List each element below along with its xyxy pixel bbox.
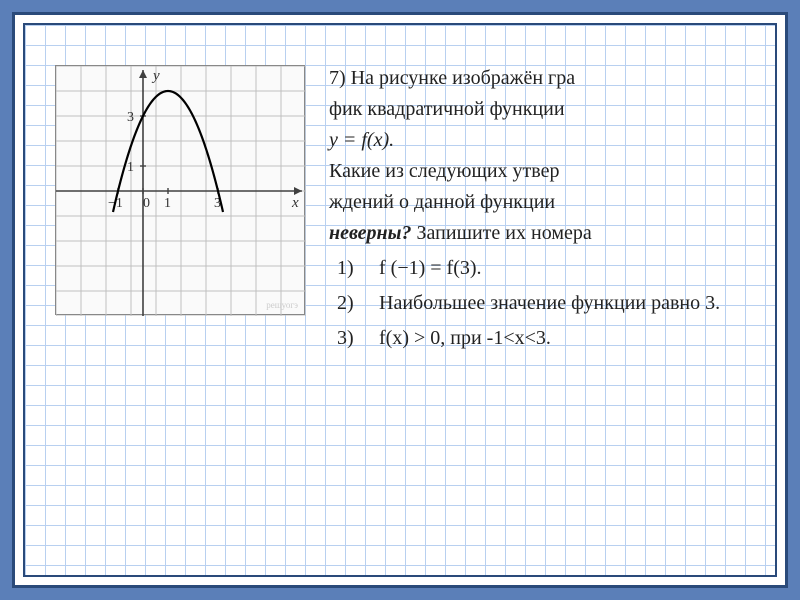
intro-paragraph: 7) На рисунке изображён гра xyxy=(329,65,745,92)
equation: y = f(x). xyxy=(329,127,745,154)
option-number: 3) xyxy=(337,325,361,352)
inner-frame: xy−101313 решуогэ 7) На рисунке изображё… xyxy=(23,23,777,577)
options-list: 1) f (−1) = f(3). 2) Наибольшее значение фу… xyxy=(329,255,745,352)
option-item: 1) f (−1) = f(3). xyxy=(329,255,745,282)
content-row: xy−101313 решуогэ 7) На рисунке изображё… xyxy=(25,25,775,390)
option-text: f (−1) = f(3). xyxy=(379,255,745,282)
intro-2: фик квадратичной функции xyxy=(329,96,745,123)
option-number: 2) xyxy=(337,290,361,317)
problem-text: 7) На рисунке изображён гра фик квадрати… xyxy=(329,65,745,360)
chart-svg: xy−101313 xyxy=(56,66,306,316)
option-number: 1) xyxy=(337,255,361,282)
watermark: решуогэ xyxy=(266,300,298,310)
outer-frame: xy−101313 решуогэ 7) На рисунке изображё… xyxy=(12,12,788,588)
intro-1: На рисунке изображён гра xyxy=(351,67,575,89)
which-2: ждений о данной функции xyxy=(329,189,745,216)
svg-text:x: x xyxy=(291,195,299,211)
parabola-chart: xy−101313 решуогэ xyxy=(55,65,305,315)
svg-text:y: y xyxy=(151,68,160,84)
prompt: неверны? Запишите их номера xyxy=(329,220,745,247)
option-item: 3) f(x) > 0, при -1<x<3. xyxy=(329,325,745,352)
svg-text:1: 1 xyxy=(127,160,134,175)
option-text: f(x) > 0, при -1<x<3. xyxy=(379,325,745,352)
problem-number: 7) xyxy=(329,67,351,89)
option-item: 2) Наибольшее значение функции равно 3. xyxy=(329,290,745,317)
svg-text:0: 0 xyxy=(143,196,150,211)
prompt-incorrect: неверны? xyxy=(329,222,412,244)
prompt-rest: Запишите их номера xyxy=(412,222,592,244)
svg-text:1: 1 xyxy=(164,196,171,211)
option-text: Наибольшее значение функции равно 3. xyxy=(379,290,745,317)
which-1: Какие из следующих утвер xyxy=(329,158,745,185)
svg-text:3: 3 xyxy=(127,110,134,125)
